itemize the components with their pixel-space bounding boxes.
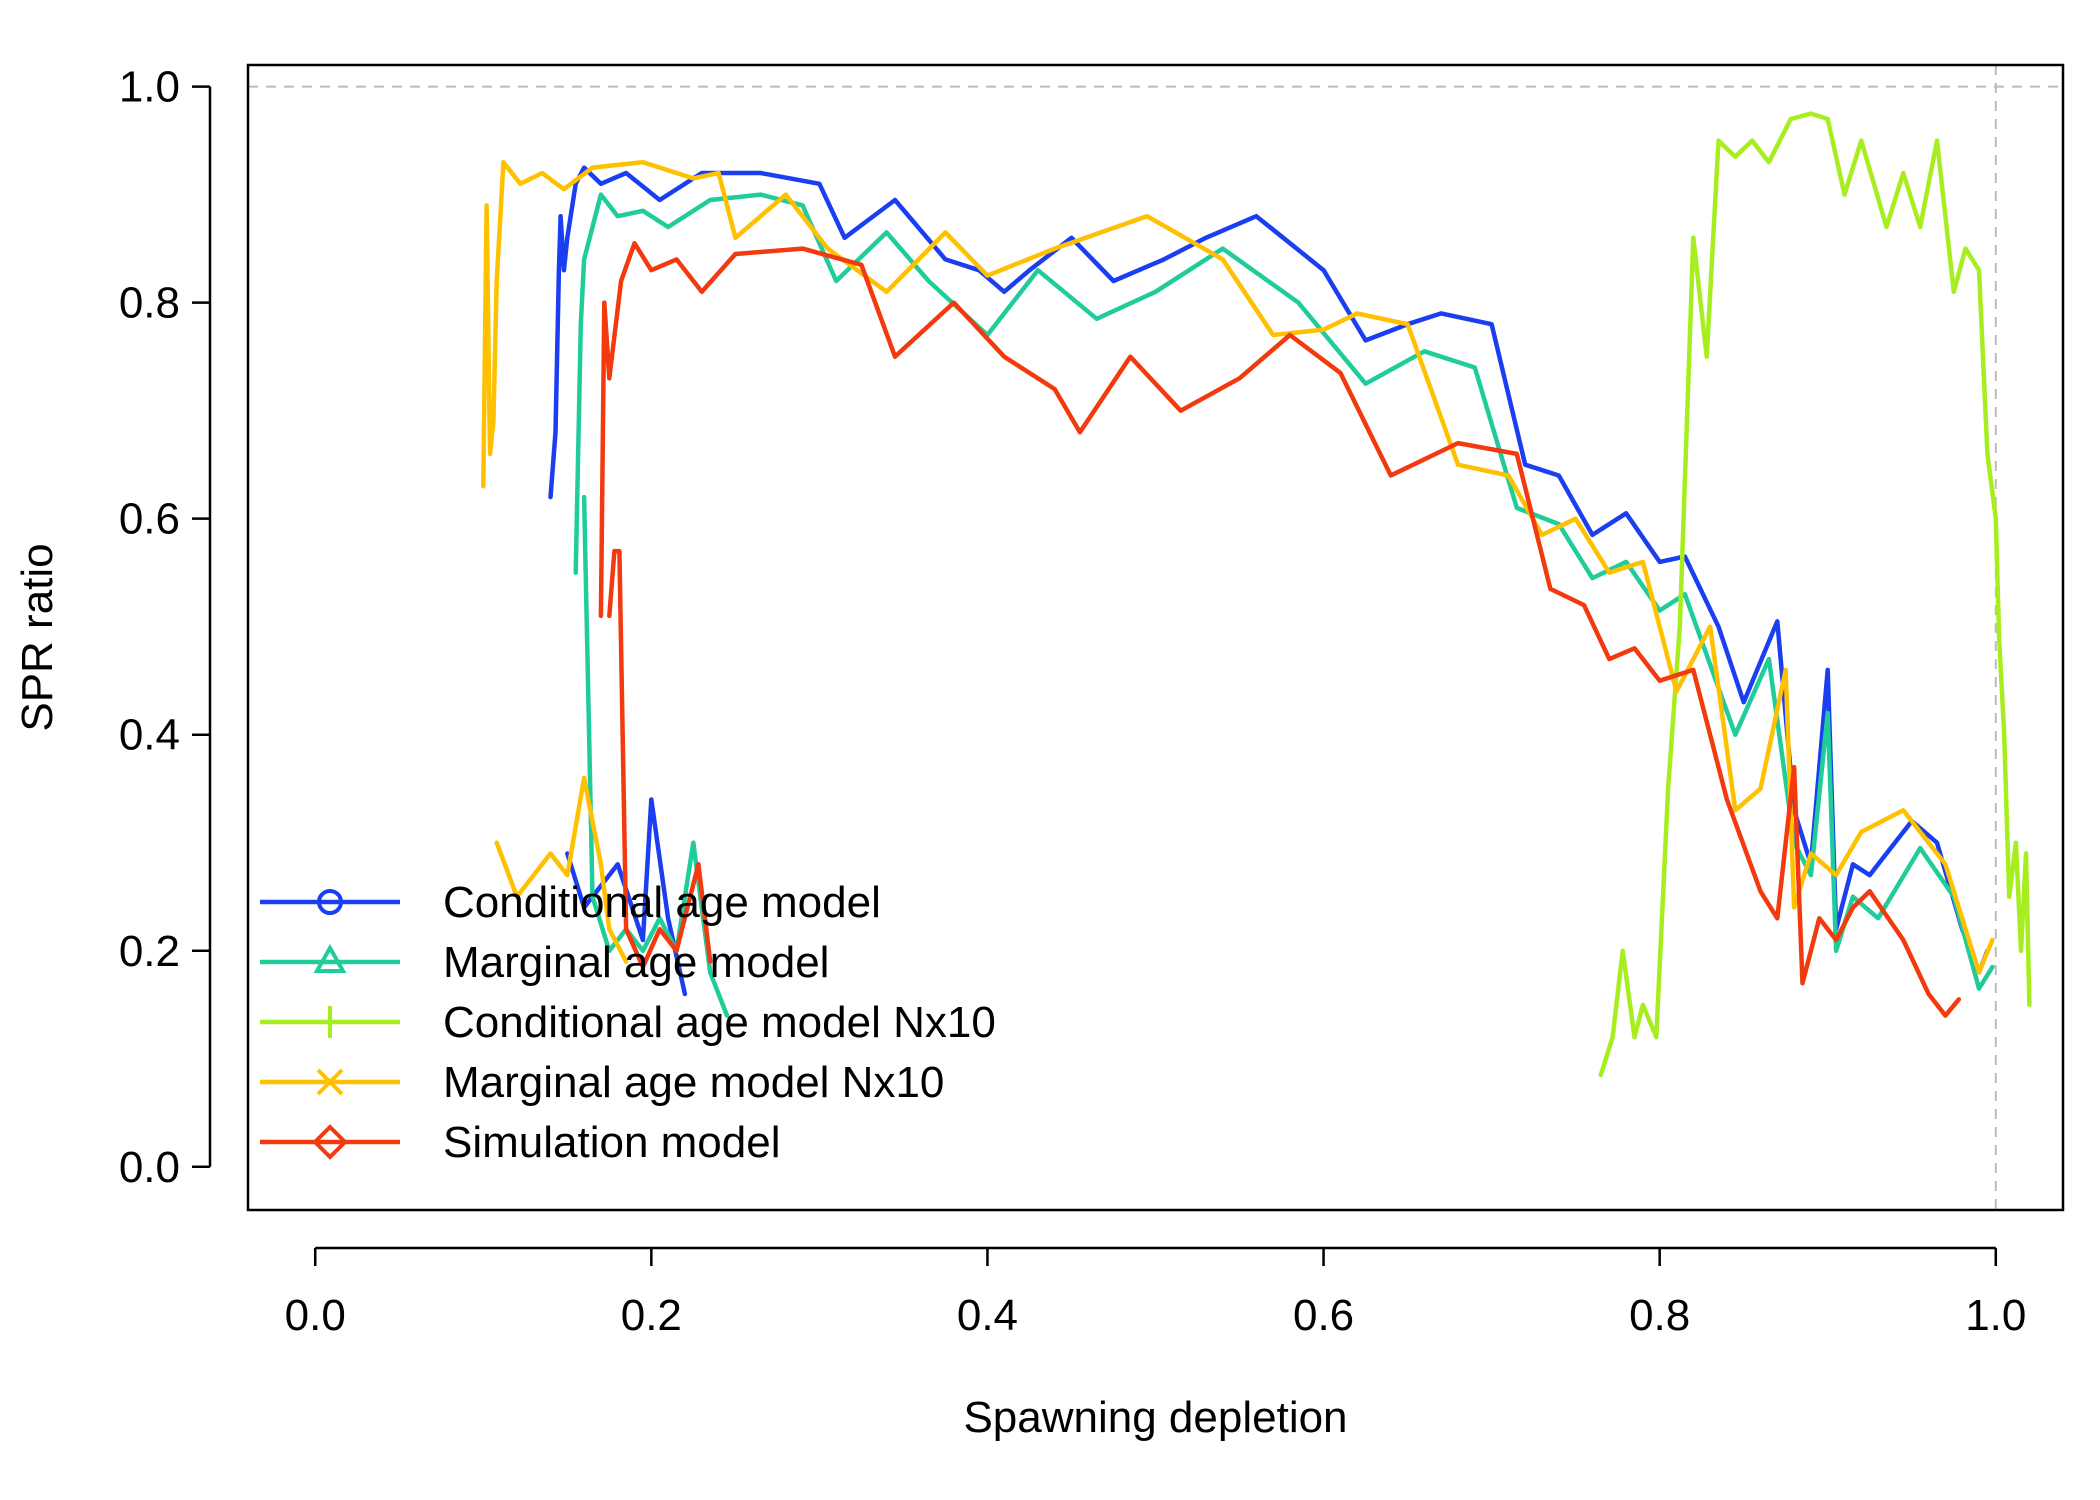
series-layer: [481, 111, 2032, 1078]
series-line: [598, 240, 1962, 1018]
legend-label: Simulation model: [443, 1118, 781, 1167]
circle-marker-icon: [317, 889, 343, 915]
x-axis-label: Spawning depletion: [963, 1393, 1347, 1442]
legend-item: Marginal age model: [260, 938, 829, 987]
x-tick-label: 0.4: [957, 1291, 1018, 1340]
x-tick-label: 0.8: [1629, 1291, 1690, 1340]
y-tick-label: 0.0: [119, 1143, 180, 1192]
legend-label: Conditional age model Nx10: [443, 998, 996, 1047]
y-tick-label: 0.2: [119, 927, 180, 976]
y-tick-label: 1.0: [119, 63, 180, 112]
legend-item: Conditional age model: [260, 878, 881, 927]
diamond-marker-icon: [312, 1124, 348, 1160]
triangle-marker-icon: [313, 943, 347, 973]
series-1: [548, 165, 1990, 997]
series-4: [481, 159, 1995, 975]
series-line: [548, 165, 1990, 975]
legend-item: Conditional age model Nx10: [260, 998, 996, 1047]
x-tick-label: 0.0: [285, 1291, 346, 1340]
x-tick-label: 0.2: [621, 1291, 682, 1340]
y-tick-label: 0.8: [119, 279, 180, 328]
series-line-early: [607, 548, 713, 970]
legend-label: Conditional age model: [443, 878, 881, 927]
x-marker-icon: [316, 1068, 344, 1096]
legend: Conditional age model Marginal age model C…: [260, 878, 996, 1167]
reference-lines: [248, 65, 2063, 1210]
legend-item: Marginal age model Nx10: [260, 1058, 944, 1107]
series-line: [481, 159, 1995, 975]
y-tick-label: 0.4: [119, 711, 180, 760]
y-axis-label: SPR ratio: [13, 543, 62, 731]
legend-item: Simulation model: [260, 1118, 781, 1167]
plot-frame: [246, 63, 2065, 1212]
legend-label: Marginal age model: [443, 938, 829, 987]
legend-label: Marginal age model Nx10: [443, 1058, 944, 1107]
y-axis: 0.0 0.2 0.4 0.6 0.8 1.0: [119, 63, 212, 1192]
x-tick-label: 1.0: [1965, 1291, 2026, 1340]
y-tick-label: 0.6: [119, 495, 180, 544]
x-axis: 0.0 0.2 0.4 0.6 0.8 1.0: [285, 1246, 2026, 1340]
x-tick-label: 0.6: [1293, 1291, 1354, 1340]
series-3: [1598, 111, 2032, 1078]
series-5: [598, 240, 1962, 1018]
series-line-early: [494, 775, 629, 964]
series-line: [573, 192, 1995, 991]
series-line: [1598, 111, 2032, 1078]
series-line-early: [565, 797, 688, 997]
plus-marker-icon: [314, 1006, 346, 1038]
